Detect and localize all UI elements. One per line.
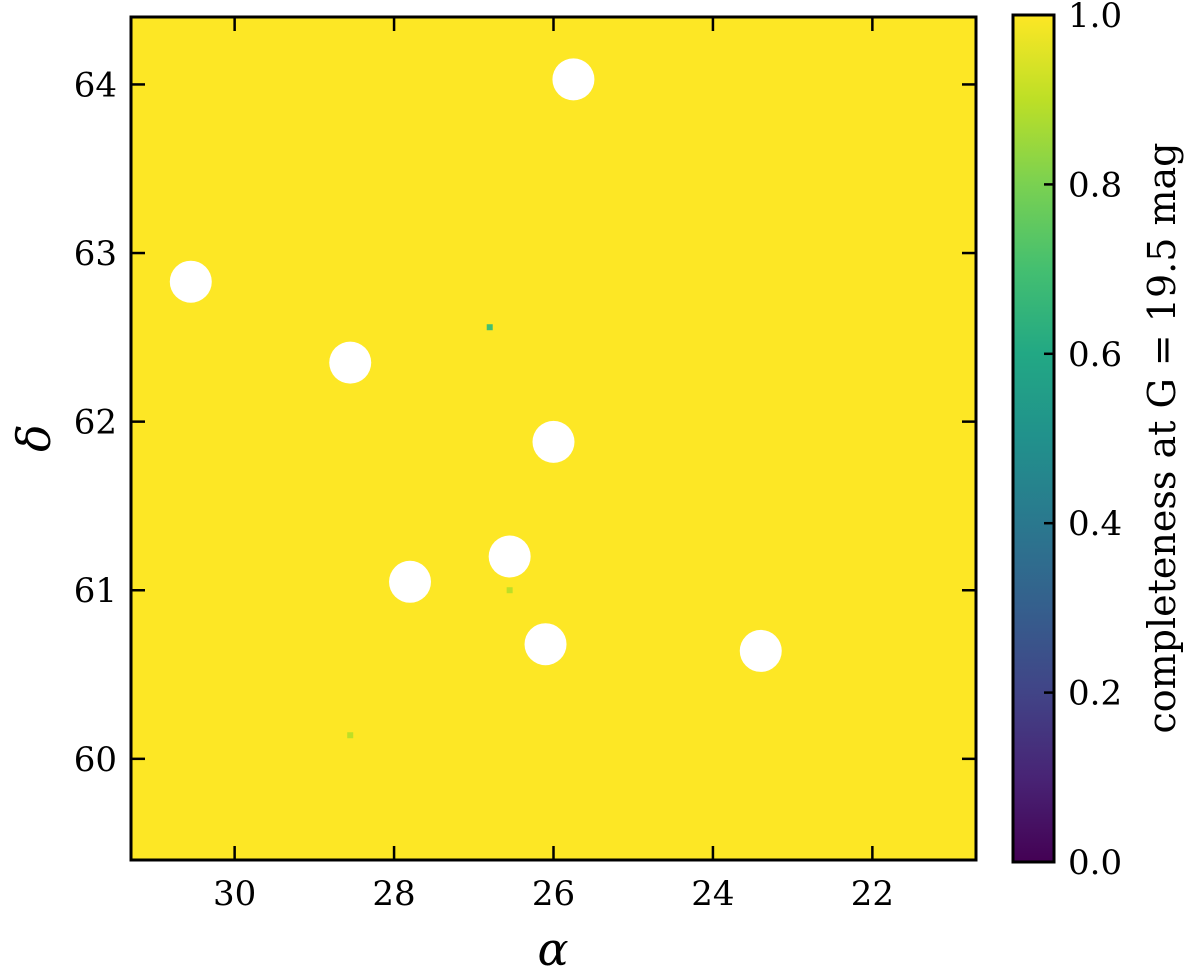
y-tick-label-4: 64 <box>74 65 117 105</box>
x-tick-label-0: 30 <box>213 874 256 914</box>
y-tick-label-3: 63 <box>74 234 117 274</box>
x-tick-label-1: 28 <box>372 874 415 914</box>
masked-region-6 <box>524 623 567 666</box>
x-tick-label-2: 26 <box>532 874 575 914</box>
masked-regions <box>169 58 782 672</box>
colorbar-tick-label-3: 0.6 <box>1068 335 1122 375</box>
x-axis-label: α <box>537 922 568 976</box>
colorbar-tick-label-2: 0.4 <box>1068 504 1122 544</box>
y-axis-label: δ <box>7 424 61 452</box>
low-pixel-2 <box>347 732 354 739</box>
masked-region-4 <box>488 535 531 578</box>
colorbar-tick-label-5: 1.0 <box>1068 0 1122 36</box>
x-tick-label-3: 24 <box>691 874 734 914</box>
low-completeness-pixels <box>347 324 513 739</box>
masked-region-7 <box>739 629 782 672</box>
colorbar <box>1011 13 1056 864</box>
colorbar-tick-label-1: 0.2 <box>1068 674 1122 714</box>
colorbar-tick-label-0: 0.0 <box>1068 843 1122 883</box>
y-tick-label-2: 62 <box>74 403 117 443</box>
masked-region-5 <box>389 560 432 603</box>
low-pixel-1 <box>506 587 513 594</box>
colorbar-ticks: 0.0 0.2 0.4 0.6 0.8 1.0 <box>1044 0 1122 883</box>
masked-region-1 <box>169 260 212 303</box>
masked-region-3 <box>532 420 575 463</box>
colorbar-label: completeness at G = 19.5 mag <box>1140 142 1184 733</box>
low-pixel-0 <box>486 324 493 331</box>
masked-region-2 <box>329 341 372 384</box>
y-axis-ticks: 60 61 62 63 64 <box>74 65 976 780</box>
plot-frame <box>129 15 978 862</box>
masked-region-0 <box>552 58 595 101</box>
x-tick-label-4: 22 <box>851 874 894 914</box>
y-tick-label-1: 61 <box>74 571 117 611</box>
y-tick-label-0: 60 <box>74 740 117 780</box>
colorbar-tick-label-4: 0.8 <box>1068 165 1122 205</box>
x-axis-ticks: 30 28 26 24 22 <box>213 17 894 914</box>
